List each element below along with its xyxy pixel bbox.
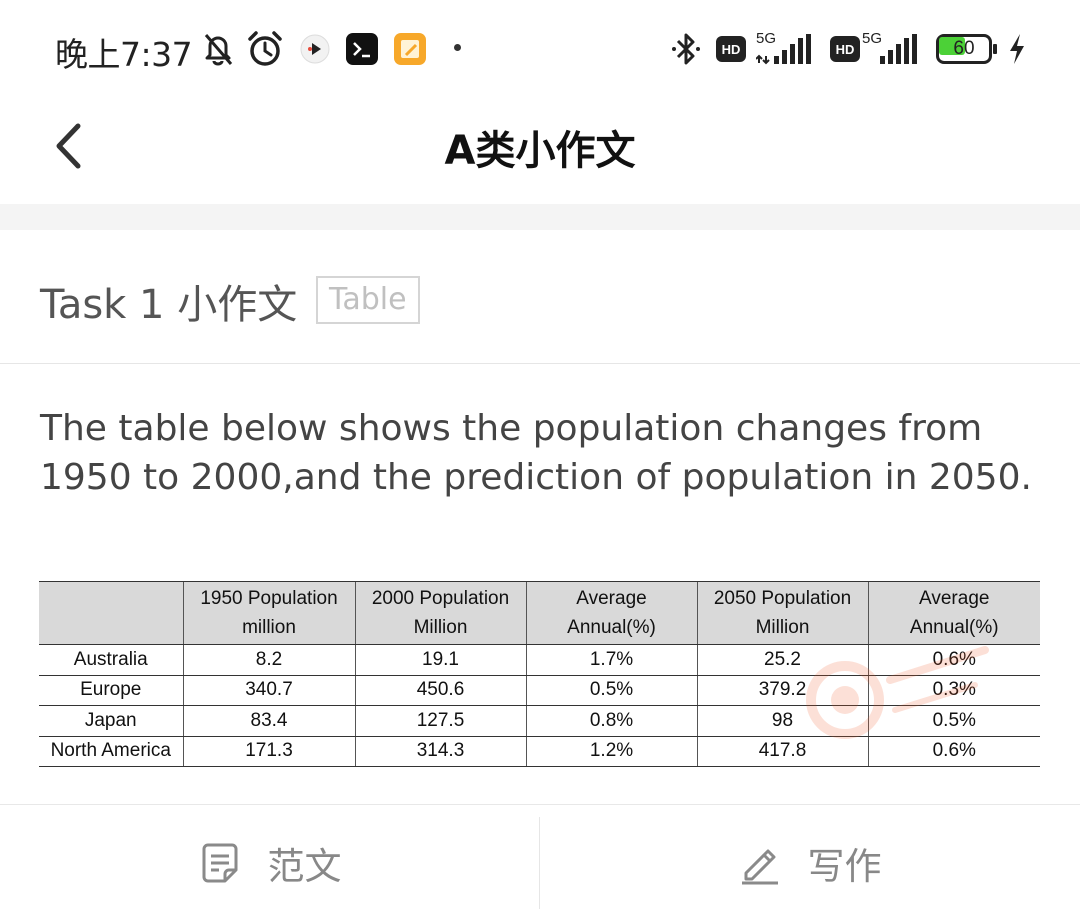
table-cell: 19.1 xyxy=(354,644,526,676)
table-row: Europe 340.7 450.6 0.5% 379.2 0.3% xyxy=(39,675,1040,706)
table-cell: 83.4 xyxy=(182,705,355,737)
table-cell: 25.2 xyxy=(696,644,868,676)
table-row: Australia 8.2 19.1 1.7% 25.2 0.6% xyxy=(39,644,1040,676)
bottom-divider xyxy=(539,817,540,909)
table-cell: 1.2% xyxy=(525,736,697,767)
back-button[interactable] xyxy=(38,116,98,176)
task-row: Task 1 小作文 Table xyxy=(0,230,1080,364)
task-title: Task 1 小作文 xyxy=(40,282,298,328)
bluetooth-icon xyxy=(668,30,704,68)
model-essay-label: 范文 xyxy=(267,844,342,888)
table-cell: 0.5% xyxy=(525,675,697,706)
alarm-clock-icon xyxy=(246,30,284,68)
table-row: Japan 83.4 127.5 0.8% 98 0.5% xyxy=(39,705,1040,737)
hd-badge: HD xyxy=(830,36,860,62)
table-cell: 127.5 xyxy=(354,705,526,737)
play-app-icon xyxy=(298,30,332,68)
table-header-cell: Average Annual(%) xyxy=(867,581,1040,645)
table-header-cell xyxy=(39,581,183,645)
more-notifications-dot xyxy=(454,44,461,51)
header: A类小作文 xyxy=(0,100,1080,204)
model-essay-button[interactable]: 范文 xyxy=(0,805,539,919)
table-cell: 379.2 xyxy=(696,675,868,706)
table-cell: 314.3 xyxy=(354,736,526,767)
section-divider xyxy=(0,204,1080,230)
table-cell: 0.8% xyxy=(525,705,697,737)
table-header-cell: 2000 Population Million xyxy=(354,581,526,645)
table-cell: 0.6% xyxy=(867,644,1040,676)
table-row: North America 171.3 314.3 1.2% 417.8 0.6… xyxy=(39,736,1040,767)
task-type-tag: Table xyxy=(316,276,420,324)
battery-icon: 60 xyxy=(936,34,998,64)
pencil-icon xyxy=(738,841,782,885)
table-cell: 0.6% xyxy=(867,736,1040,767)
table-cell: 171.3 xyxy=(182,736,355,767)
table-cell: 0.5% xyxy=(867,705,1040,737)
table-cell: 450.6 xyxy=(354,675,526,706)
write-label: 写作 xyxy=(807,844,882,888)
table-cell: Australia xyxy=(39,644,183,676)
network-type: 5G xyxy=(756,30,777,47)
status-time: 晚上7:37 xyxy=(55,35,193,74)
table-cell: 340.7 xyxy=(182,675,355,706)
table-cell: 417.8 xyxy=(696,736,868,767)
table-cell: North America xyxy=(39,736,183,767)
charging-icon xyxy=(1004,30,1030,68)
page-title: A类小作文 xyxy=(444,128,636,174)
bottom-action-bar: 范文 写作 xyxy=(0,804,1080,919)
hd-badge: HD xyxy=(716,36,746,62)
table-header-cell: 2050 Population Million xyxy=(696,581,868,645)
table-header-cell: Average Annual(%) xyxy=(525,581,697,645)
signal-icon: 5G xyxy=(756,30,820,66)
task-prompt: The table below shows the population cha… xyxy=(40,408,1032,498)
table-cell: 98 xyxy=(696,705,868,737)
signal-icon: 5G xyxy=(862,30,926,66)
table-cell: Europe xyxy=(39,675,183,706)
population-table: 1950 Population million 2000 Population Mi… xyxy=(39,581,1040,767)
write-button[interactable]: 写作 xyxy=(540,805,1079,919)
network-type: 5G xyxy=(862,30,883,47)
table-cell: 8.2 xyxy=(182,644,355,676)
table-header-row: 1950 Population million 2000 Population Mi… xyxy=(39,581,1040,645)
notes-app-icon xyxy=(394,30,426,68)
terminal-app-icon xyxy=(346,30,378,68)
mute-bell-icon xyxy=(200,30,236,68)
chevron-left-icon xyxy=(56,123,81,169)
document-icon xyxy=(198,841,242,885)
table-cell: 0.3% xyxy=(867,675,1040,706)
table-cell: 1.7% xyxy=(525,644,697,676)
status-bar: 晚上7:37 xyxy=(0,0,1080,100)
table-header-cell: 1950 Population million xyxy=(182,581,355,645)
table-cell: Japan xyxy=(39,705,183,737)
battery-level: 60 xyxy=(953,38,975,59)
